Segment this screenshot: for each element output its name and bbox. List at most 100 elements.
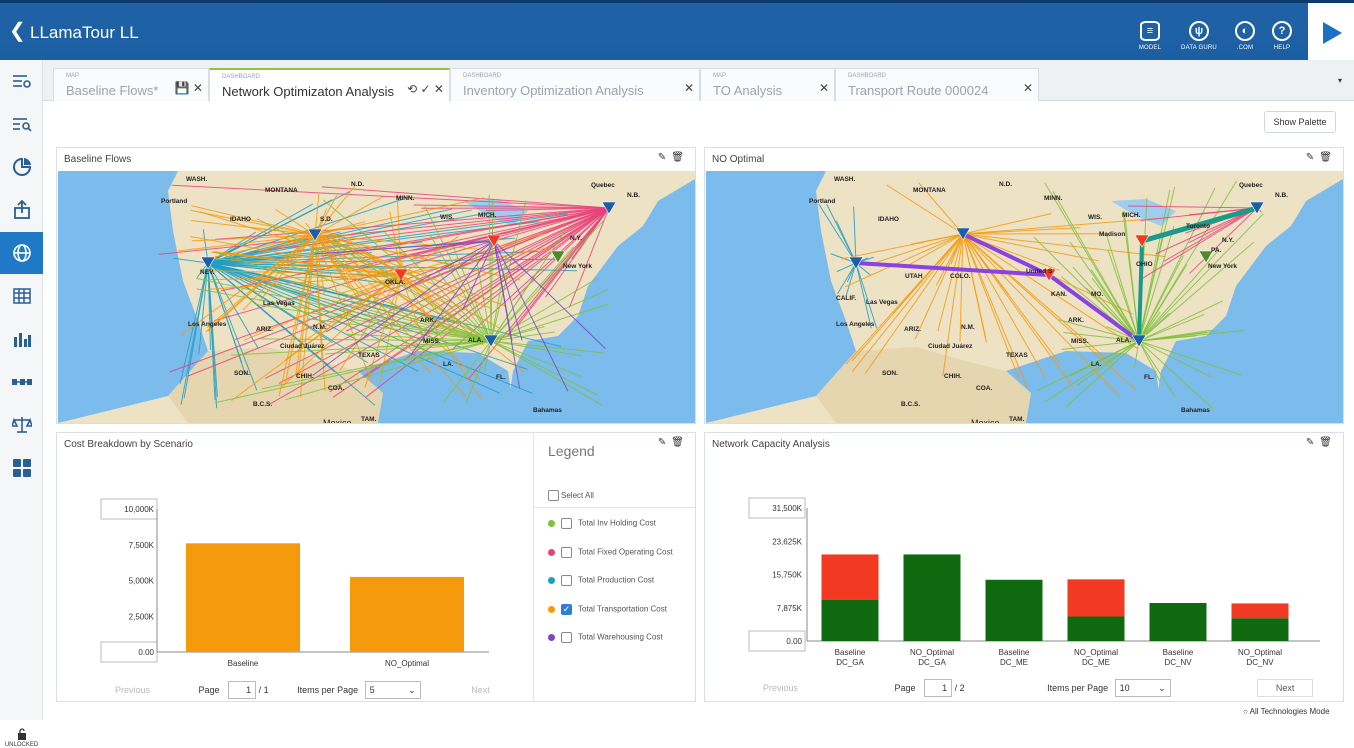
capacity-bar-segment[interactable] [986, 580, 1043, 641]
y-tick: 15,750K [772, 571, 802, 580]
capacity-bar-segment[interactable] [1232, 618, 1289, 641]
trash-icon[interactable]: 🗑 [1319, 437, 1337, 448]
x-tick-label: Baseline [1163, 648, 1194, 657]
pie-chart-icon [12, 157, 32, 177]
map-canvas[interactable] [706, 171, 1343, 423]
tab-bar: MAP Baseline Flows* 💾 ✕ DASHBOARD Networ… [43, 60, 1354, 101]
cost-bar[interactable] [350, 577, 464, 652]
tab-overflow-icon[interactable]: ▾ [1338, 76, 1342, 85]
tab-transport-route[interactable]: DASHBOARD Transport Route 000024 ✕ [835, 68, 1039, 101]
legend-item[interactable]: Total Inv Holding Cost [548, 518, 656, 529]
save-close-icons[interactable]: 💾 ✕ [175, 81, 203, 95]
close-icon[interactable]: ✕ [684, 81, 694, 95]
map-label: MISS. [1071, 338, 1089, 345]
map-label: Portland [161, 198, 187, 205]
data-guru-button[interactable]: ψ DATA GURU [1179, 21, 1219, 51]
items-per-page-select[interactable]: 5⌄ [365, 681, 421, 699]
edit-icon[interactable]: ✎ [1306, 152, 1319, 163]
legend-item[interactable]: Total Warehousing Cost [548, 632, 663, 643]
trash-icon[interactable]: 🗑 [1319, 152, 1337, 163]
page-input[interactable]: 1 [924, 679, 952, 697]
sidebar-item-search[interactable] [0, 103, 43, 145]
x-tick-label: NO_Optimal [910, 648, 954, 657]
next-button[interactable]: Next [471, 685, 490, 695]
legend-color-dot [548, 606, 555, 613]
sidebar-item-charts[interactable] [0, 318, 43, 360]
close-icon[interactable]: ✕ [819, 81, 829, 95]
select-all-checkbox[interactable]: Select All [548, 490, 594, 501]
capacity-bar-segment[interactable] [822, 554, 879, 599]
help-button[interactable]: ? HELP [1262, 21, 1302, 51]
sidebar-item-dashboards[interactable] [0, 447, 43, 489]
panel-title: Baseline Flows [64, 154, 131, 165]
sidebar-item-tables[interactable] [0, 275, 43, 317]
capacity-bar-segment[interactable] [1232, 603, 1289, 618]
map-label: OHIO [1136, 261, 1153, 268]
capacity-bar-segment[interactable] [1068, 579, 1125, 616]
refresh-check-close-icons[interactable]: ⟲ ✓ ✕ [407, 82, 444, 96]
lock-toggle[interactable]: UNLOCKED [0, 728, 43, 748]
sidebar-item-analytics[interactable] [0, 146, 43, 188]
cost-bar[interactable] [186, 543, 300, 652]
legend-item[interactable]: ✓Total Transportation Cost [548, 604, 667, 615]
tab-inventory-optimization[interactable]: DASHBOARD Inventory Optimization Analysi… [450, 68, 700, 101]
items-per-page-select[interactable]: 10⌄ [1115, 679, 1171, 697]
map-label: NEV. [200, 269, 215, 276]
legend-item[interactable]: Total Production Cost [548, 575, 654, 586]
map-label: TAM. [361, 416, 376, 423]
table-grid-icon [13, 288, 31, 304]
trash-icon[interactable]: 🗑 [671, 152, 689, 163]
tab-baseline-flows[interactable]: MAP Baseline Flows* 💾 ✕ [53, 68, 209, 101]
map-label: MO. [1091, 291, 1103, 298]
next-button[interactable]: Next [1257, 679, 1313, 697]
close-icon[interactable]: ✕ [1023, 81, 1033, 95]
edit-icon[interactable]: ✎ [1306, 437, 1319, 448]
panel-tools[interactable]: ✎🗑 [1306, 152, 1337, 163]
capacity-bar-segment[interactable] [822, 600, 879, 641]
legend-color-dot [548, 577, 555, 584]
tab-network-optimization[interactable]: DASHBOARD Network Optimizaton Analysis ⟲… [209, 68, 450, 102]
capacity-bar-segment[interactable] [904, 554, 961, 641]
status-bar: ○ All Technologies Mode [1243, 707, 1330, 716]
map-label: Ciudad Juárez [280, 343, 324, 350]
capacity-bar-segment[interactable] [1150, 603, 1207, 641]
legend-checkbox[interactable] [561, 547, 572, 558]
page-input[interactable]: 1 [228, 681, 256, 699]
legend-checkbox[interactable] [561, 518, 572, 529]
sidebar-item-filter[interactable] [0, 60, 43, 102]
map-label: Bahamas [533, 407, 562, 414]
map-canvas[interactable] [58, 171, 695, 423]
sidebar-item-network[interactable] [0, 232, 43, 274]
svg-text:7,500K: 7,500K [129, 541, 155, 550]
help-icon: ? [1272, 21, 1292, 41]
run-button[interactable] [1308, 3, 1354, 63]
y-tick: 31,500K [749, 498, 805, 518]
tab-to-analysis[interactable]: MAP TO Analysis ✕ [700, 68, 835, 101]
previous-button[interactable]: Previous [115, 685, 150, 695]
back-chevron-icon[interactable]: ❮ [9, 21, 26, 41]
x-tick-label: DC_ME [1082, 658, 1110, 667]
previous-button[interactable]: Previous [763, 683, 798, 693]
sidebar-item-compare[interactable] [0, 404, 43, 446]
panel-tools[interactable]: ✎🗑 [1306, 437, 1337, 448]
legend-checkbox[interactable] [561, 575, 572, 586]
edit-icon[interactable]: ✎ [658, 152, 671, 163]
model-button[interactable]: ≡ MODEL [1130, 21, 1170, 51]
map-label: SON. [234, 370, 250, 377]
show-palette-button[interactable]: Show Palette [1264, 111, 1336, 133]
map-label: MONTANA [265, 187, 298, 194]
sidebar-item-upload[interactable] [0, 189, 43, 231]
legend-color-dot [548, 634, 555, 641]
legend-checkbox[interactable]: ✓ [561, 604, 572, 615]
legend-item[interactable]: Total Fixed Operating Cost [548, 547, 673, 558]
capacity-bar-segment[interactable] [1068, 617, 1125, 641]
legend-checkbox[interactable] [561, 632, 572, 643]
map-label: B.C.S. [253, 401, 272, 408]
sidebar-item-flows[interactable] [0, 361, 43, 403]
dotcom-button[interactable]: ◐ .COM [1225, 21, 1265, 51]
x-tick-label: DC_NV [1164, 658, 1192, 667]
panel-tools[interactable]: ✎🗑 [658, 152, 689, 163]
